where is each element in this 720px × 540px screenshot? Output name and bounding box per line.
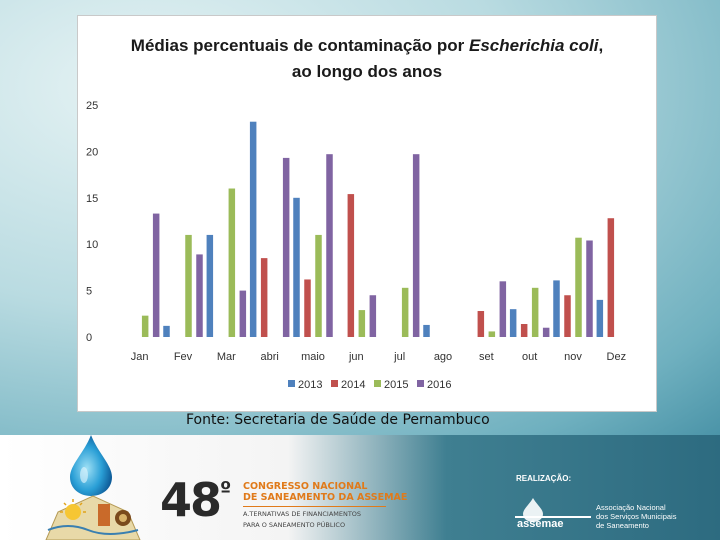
y-tick-label: 15 bbox=[86, 193, 98, 205]
x-tick-label: ago bbox=[434, 351, 452, 363]
assemae-logo-icon: assemae bbox=[515, 498, 591, 528]
bar-2014-jun bbox=[347, 194, 355, 337]
bar-2013-ago bbox=[423, 324, 430, 337]
bar-2015-Fev bbox=[185, 234, 192, 337]
x-tick-label: maio bbox=[301, 351, 325, 363]
assemae-logo-text: assemae bbox=[517, 518, 564, 528]
y-tick-label: 25 bbox=[86, 100, 98, 112]
x-tick-label: out bbox=[522, 351, 537, 363]
association-line2: dos Serviços Municipais bbox=[596, 512, 677, 521]
bar-2016-Fev bbox=[196, 254, 203, 337]
water-drop-icon bbox=[70, 435, 112, 496]
bar-2016-Mar bbox=[239, 290, 247, 337]
y-tick-label: 0 bbox=[86, 332, 92, 344]
source-caption: Fonte: Secretaria de Saúde de Pernambuco bbox=[186, 412, 490, 428]
bar-2015-jun bbox=[358, 310, 366, 337]
congress-text-block: CONGRESSO NACIONAL DE SANEAMENTO DA ASSE… bbox=[243, 481, 407, 529]
y-tick-label: 10 bbox=[86, 239, 98, 251]
congress-number: 48º bbox=[160, 473, 231, 527]
chart-title-line1: Médias percentuais de contaminação por E… bbox=[78, 36, 656, 56]
bar-2016-out bbox=[542, 327, 550, 337]
bar-2014-abri bbox=[260, 258, 268, 337]
x-tick-label: Mar bbox=[217, 351, 236, 363]
bar-2016-set bbox=[499, 281, 507, 337]
bar-2015-out bbox=[531, 287, 539, 337]
association-line3: de Saneamento bbox=[596, 521, 649, 530]
bar-2014-nov bbox=[564, 295, 571, 337]
bar-2015-maio bbox=[315, 234, 322, 337]
bar-2013-Mar bbox=[206, 234, 214, 337]
legend-swatch-2015 bbox=[374, 380, 381, 387]
chart-title-prefix: Médias percentuais de contaminação por bbox=[130, 36, 470, 55]
bar-2016-nov bbox=[586, 240, 593, 337]
bar-2013-Fev bbox=[163, 325, 170, 337]
congress-ordinal: º bbox=[220, 477, 231, 501]
congress-line2: DE SANEAMENTO DA ASSEMAE bbox=[243, 492, 408, 503]
sun-landscape-emblem-icon bbox=[45, 495, 141, 540]
congress-line1: CONGRESSO NACIONAL bbox=[243, 481, 368, 492]
association-name: Associação Nacional dos Serviços Municip… bbox=[596, 503, 676, 530]
bar-2013-nov bbox=[553, 280, 560, 337]
x-tick-label: Jan bbox=[131, 351, 149, 363]
bar-2016-abri bbox=[282, 157, 290, 337]
legend-swatch-2014 bbox=[331, 380, 338, 387]
association-line1: Associação Nacional bbox=[596, 503, 666, 512]
bar-2014-maio bbox=[304, 279, 311, 337]
bar-2016-jun bbox=[369, 295, 377, 337]
x-tick-label: abri bbox=[260, 351, 278, 363]
bar-2015-jul bbox=[401, 287, 409, 337]
bar-2015-set bbox=[488, 331, 496, 337]
legend-label-2016: 2016 bbox=[427, 379, 451, 391]
congress-number-digits: 48 bbox=[160, 473, 222, 527]
y-tick-label: 5 bbox=[86, 286, 92, 298]
bar-2014-Dez bbox=[607, 218, 615, 337]
bar-2013-out bbox=[509, 309, 517, 337]
legend-swatch-2013 bbox=[288, 380, 295, 387]
chart-title-suffix: , bbox=[598, 36, 604, 55]
bar-2015-Jan bbox=[141, 315, 149, 337]
legend-label-2013: 2013 bbox=[298, 379, 322, 391]
realizacao-label: REALIZAÇÃO: bbox=[516, 474, 572, 483]
x-tick-label: jun bbox=[348, 351, 364, 363]
legend-swatch-2016 bbox=[417, 380, 424, 387]
chart-frame: Médias percentuais de contaminação por E… bbox=[77, 15, 657, 412]
bar-chart: 0 5 10 15 20 25 Jan Fev Mar abri maio jun jul ago set o… bbox=[86, 100, 627, 391]
legend-label-2014: 2014 bbox=[341, 379, 365, 391]
y-tick-label: 20 bbox=[86, 146, 98, 158]
x-tick-label: nov bbox=[564, 351, 582, 363]
bar-2013-Dez bbox=[596, 299, 604, 337]
x-tick-label: Dez bbox=[607, 351, 627, 363]
congress-divider bbox=[243, 506, 386, 507]
congress-line4: PARA O SANEAMENTO PÚBLICO bbox=[243, 521, 346, 529]
legend-label-2015: 2015 bbox=[384, 379, 408, 391]
x-tick-label: jul bbox=[393, 351, 405, 363]
bar-2014-out bbox=[520, 324, 528, 337]
chart-title-species: Escherichia coli bbox=[469, 36, 599, 55]
bar-2014-set bbox=[477, 311, 485, 337]
bar-2015-Mar bbox=[228, 188, 236, 337]
bar-2015-nov bbox=[575, 237, 582, 337]
bar-2016-maio bbox=[326, 154, 333, 337]
chart-title-line2: ao longo dos anos bbox=[291, 62, 443, 81]
bar-2013-maio bbox=[293, 197, 300, 337]
bar-2016-Jan bbox=[152, 213, 160, 337]
bar-2016-jul bbox=[412, 154, 420, 337]
congress-line3: A.TERNATIVAS DE FINANCIAMENTOS bbox=[243, 510, 362, 518]
x-tick-label: set bbox=[479, 351, 494, 363]
x-tick-label: Fev bbox=[174, 351, 193, 363]
bar-2013-abri bbox=[249, 121, 257, 337]
